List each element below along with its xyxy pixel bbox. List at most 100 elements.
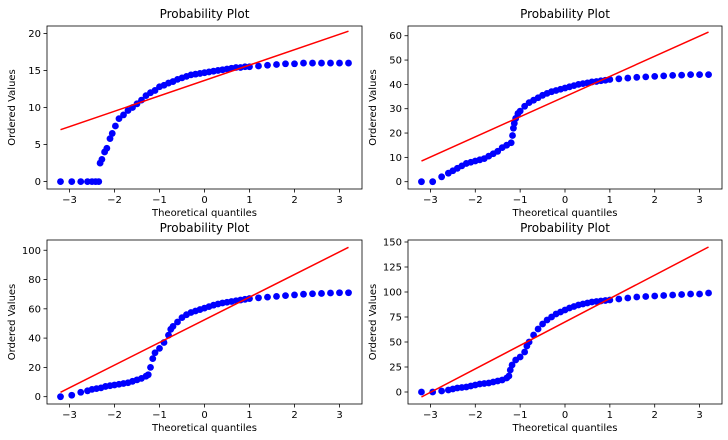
chart-title: Probability Plot [520,7,610,21]
data-point [291,291,298,299]
x-tick-label: 0 [201,410,207,421]
data-point [651,292,659,300]
y-tick-label: 0 [396,388,402,399]
data-point [642,293,650,300]
data-point [516,353,524,361]
data-point [705,289,712,297]
x-tick-label: −1 [513,410,528,421]
fit-line [60,246,349,393]
y-tick-label: 125 [383,263,402,274]
data-point [309,59,316,67]
data-point [264,61,271,69]
y-tick-label: 100 [383,288,402,299]
data-point [696,71,703,79]
x-axis-label: Theoretical quantiles [151,423,257,434]
data-point [57,393,64,401]
data-point [174,318,181,326]
x-tick-label: 2 [652,410,658,421]
data-point [151,349,159,357]
data-point [651,72,659,80]
y-tick-label: 10 [28,103,41,114]
x-tick-label: 3 [336,195,342,206]
x-tick-label: 2 [652,195,658,206]
y-tick-label: 100 [22,246,41,257]
x-tick-label: 1 [607,195,613,206]
data-point [255,62,262,70]
y-tick-label: 0 [35,392,41,403]
data-point [687,290,694,298]
data-point [291,60,298,68]
data-point [624,74,632,82]
data-point [633,293,641,301]
y-tick-label: 60 [389,31,402,42]
data-point [156,344,163,352]
y-tick-label: 10 [389,153,402,164]
data-point [68,178,76,185]
y-tick-label: 40 [28,334,41,345]
data-point [633,73,641,81]
x-tick-label: 1 [246,410,252,421]
data-point [429,178,437,186]
x-tick-label: −3 [62,410,77,421]
x-tick-label: 3 [696,195,702,206]
data-point [106,135,114,143]
x-tick-label: −2 [468,410,483,421]
data-points [418,71,712,186]
x-tick-label: 1 [246,195,252,206]
chart-panel-2: Probability Plot−3 −2 −1 0 1 2 30102030405060T… [368,7,723,219]
y-tick-label: 25 [389,363,402,374]
fit-line [421,246,709,398]
data-point [669,71,677,79]
data-point [95,178,103,185]
fit-line [421,31,709,162]
data-point [642,73,650,81]
x-tick-label: −3 [423,410,438,421]
data-point [144,371,152,379]
data-point [516,107,524,115]
y-tick-label: 15 [28,66,41,77]
x-tick-label: 2 [291,195,297,206]
data-points [418,289,712,396]
data-point [300,59,307,67]
x-tick-label: 3 [336,410,342,421]
data-point [687,71,694,79]
y-tick-label: 50 [389,56,402,67]
chart-title: Probability Plot [520,221,610,235]
data-point [660,72,668,80]
data-point [505,372,513,380]
y-tick-label: 5 [35,140,41,151]
data-point [345,59,352,67]
x-tick-label: −3 [423,195,438,206]
axes-frame [407,25,723,190]
data-point [120,111,127,119]
data-point [149,355,157,363]
data-point [438,173,446,181]
data-point [68,391,76,399]
x-tick-label: 3 [696,410,702,421]
y-tick-label: 20 [28,29,41,40]
data-point [151,87,159,94]
data-point [169,322,177,330]
data-point [418,178,425,186]
data-point [115,115,123,123]
x-tick-label: 2 [291,410,297,421]
x-tick-label: −1 [152,410,167,421]
x-axis-label: Theoretical quantiles [511,208,617,219]
data-point [273,61,280,68]
data-point [103,144,111,152]
data-point [678,291,686,298]
data-point [57,178,64,185]
data-point [336,289,343,297]
data-point [660,292,668,299]
data-point [255,294,262,302]
data-point [624,294,632,302]
data-point [336,59,343,67]
y-tick-label: 20 [28,363,41,374]
data-point [669,291,677,299]
y-tick-label: 80 [28,275,41,286]
x-tick-label: 0 [201,195,207,206]
data-point [509,132,516,139]
y-axis-label: Ordered Values [368,284,379,361]
data-point [615,75,623,83]
